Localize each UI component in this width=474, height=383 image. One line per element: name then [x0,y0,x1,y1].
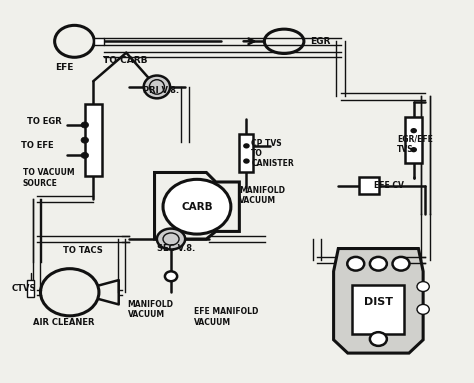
Circle shape [243,143,250,149]
Text: CTVS: CTVS [12,284,36,293]
Text: CP TVS
TO
CANISTER: CP TVS TO CANISTER [251,139,294,169]
Text: TO EGR: TO EGR [27,117,62,126]
Text: MANIFOLD
VACUUM: MANIFOLD VACUUM [128,300,173,319]
Text: EGR/EFE
TVS: EGR/EFE TVS [397,134,433,154]
Circle shape [243,159,250,164]
Circle shape [165,271,177,281]
Text: EFE: EFE [55,64,74,72]
Text: CARB: CARB [181,202,213,212]
Text: TO EFE: TO EFE [21,141,54,151]
Text: EFE MANIFOLD
VACUUM: EFE MANIFOLD VACUUM [194,307,258,327]
Circle shape [417,304,429,314]
Text: SEC V.8.: SEC V.8. [157,244,195,253]
Text: TO VACUUM
SOURCE: TO VACUUM SOURCE [23,169,74,188]
Text: AIR CLEANER: AIR CLEANER [34,318,95,327]
Bar [405,117,422,163]
Circle shape [347,257,364,270]
Text: EGR: EGR [310,37,330,46]
Text: PRI V.8.: PRI V.8. [143,86,179,95]
Circle shape [370,332,387,346]
Bar [27,280,35,297]
Bar [353,285,404,334]
Bar [94,38,104,45]
Circle shape [410,147,417,152]
Bar [239,134,254,172]
Circle shape [417,282,429,291]
Circle shape [370,257,387,270]
Ellipse shape [144,75,170,98]
Text: TO CARB: TO CARB [103,56,147,65]
Circle shape [410,128,417,133]
Text: EFE CV: EFE CV [374,181,403,190]
Text: MANIFOLD
VACUUM: MANIFOLD VACUUM [239,186,285,205]
Ellipse shape [157,229,185,249]
Bar [358,177,379,194]
Circle shape [392,257,410,270]
Bar [85,104,102,176]
Polygon shape [334,249,423,353]
Text: TO TACS: TO TACS [63,246,102,255]
Circle shape [81,122,89,128]
Text: DIST: DIST [364,297,393,307]
Circle shape [81,152,89,159]
Circle shape [81,137,89,143]
Circle shape [163,179,231,234]
